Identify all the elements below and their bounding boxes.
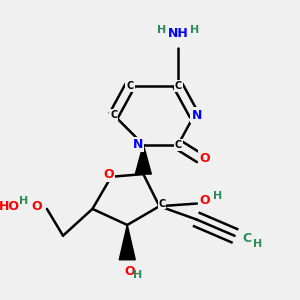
Text: H: H [158, 25, 167, 35]
Text: C: C [242, 232, 251, 245]
Text: H: H [213, 190, 222, 200]
Text: C: C [175, 140, 182, 150]
Text: NH: NH [168, 27, 188, 40]
Text: H: H [133, 271, 142, 281]
Text: O: O [200, 152, 210, 164]
Text: H: H [19, 196, 28, 206]
Text: O: O [31, 200, 42, 213]
Text: C: C [110, 110, 118, 120]
Text: HO: HO [0, 200, 20, 213]
Text: C: C [158, 199, 166, 208]
Text: O: O [124, 265, 135, 278]
Text: H: H [190, 25, 199, 35]
Text: C: C [126, 81, 134, 91]
Text: N: N [133, 138, 143, 151]
Polygon shape [119, 225, 135, 260]
Text: C: C [175, 81, 182, 91]
Polygon shape [135, 145, 152, 174]
Text: H: H [253, 239, 262, 249]
Text: O: O [103, 168, 114, 181]
Text: N: N [192, 109, 202, 122]
Text: O: O [200, 194, 210, 207]
